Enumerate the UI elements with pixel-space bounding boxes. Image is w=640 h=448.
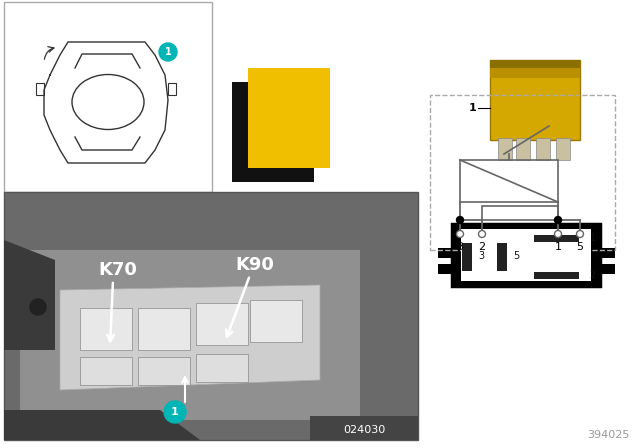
Text: K90: K90 — [236, 256, 275, 274]
Circle shape — [456, 216, 463, 224]
Text: 2: 2 — [479, 242, 486, 252]
Bar — [248, 68, 330, 168]
Text: 2: 2 — [589, 270, 596, 280]
Circle shape — [164, 401, 186, 423]
Polygon shape — [4, 240, 55, 350]
Circle shape — [30, 299, 46, 315]
Text: 1: 1 — [171, 407, 179, 417]
Bar — [80, 308, 132, 350]
Bar — [534, 272, 579, 279]
Text: 1: 1 — [590, 233, 596, 243]
Bar — [250, 300, 302, 342]
Text: 024030: 024030 — [343, 425, 385, 435]
Polygon shape — [60, 285, 320, 390]
Bar — [196, 303, 248, 345]
Bar — [556, 138, 570, 160]
Bar — [490, 60, 580, 68]
Bar — [4, 2, 212, 192]
Bar — [80, 357, 132, 385]
Circle shape — [577, 231, 584, 237]
Bar — [460, 160, 558, 202]
Bar — [600, 248, 615, 258]
Text: 1: 1 — [164, 47, 172, 57]
Bar — [20, 250, 360, 420]
Bar — [462, 243, 472, 271]
Circle shape — [456, 231, 463, 237]
Text: K70: K70 — [99, 261, 138, 279]
Polygon shape — [4, 410, 200, 440]
Bar — [430, 95, 615, 250]
Bar — [138, 357, 190, 385]
Bar — [438, 248, 453, 258]
Text: 1: 1 — [468, 103, 476, 113]
Bar — [600, 264, 615, 274]
Bar — [536, 138, 550, 160]
Bar — [196, 354, 248, 382]
Bar — [490, 60, 580, 78]
Bar — [138, 308, 190, 350]
Circle shape — [554, 231, 561, 237]
Bar — [490, 60, 580, 140]
Text: 3: 3 — [478, 251, 484, 261]
Text: 1: 1 — [554, 242, 561, 252]
Bar — [461, 229, 591, 281]
Bar — [498, 138, 512, 160]
Circle shape — [479, 231, 486, 237]
Text: 5: 5 — [577, 242, 584, 252]
Text: 394025: 394025 — [588, 430, 630, 440]
Bar — [168, 83, 176, 95]
Bar — [232, 82, 314, 182]
Bar — [438, 264, 453, 274]
Bar — [482, 206, 558, 220]
Circle shape — [554, 216, 561, 224]
Bar — [534, 235, 579, 242]
Bar — [36, 83, 44, 95]
Bar — [310, 416, 418, 440]
Bar — [516, 138, 530, 160]
Bar — [452, 224, 600, 286]
Circle shape — [159, 43, 177, 61]
Bar — [4, 192, 418, 440]
Bar — [497, 243, 507, 271]
Text: 3: 3 — [456, 242, 463, 252]
Text: 5: 5 — [513, 251, 519, 261]
